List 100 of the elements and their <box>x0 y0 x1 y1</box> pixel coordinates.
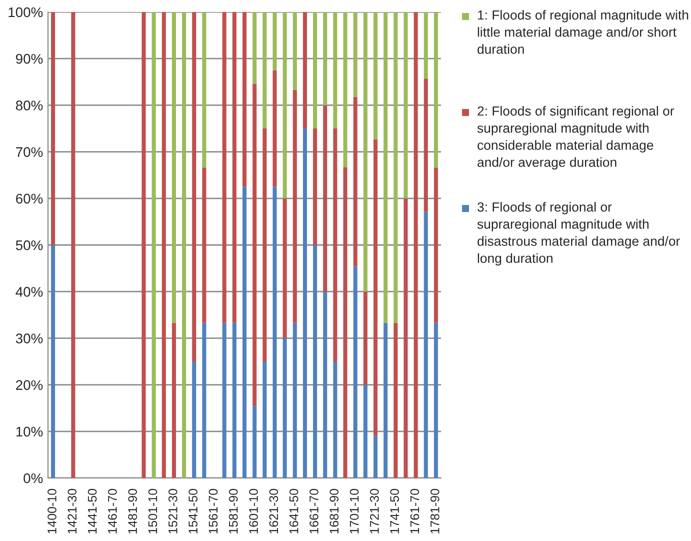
bar <box>353 12 358 97</box>
bar <box>434 168 438 323</box>
bar <box>232 12 236 323</box>
bar <box>384 322 388 478</box>
bar <box>363 292 368 385</box>
y-tick-label: 50% <box>16 240 43 250</box>
legend-label: 2: Floods of significant regional or supraregional magnitude with considerable material damage and/or average duration <box>477 106 674 170</box>
bar <box>51 12 56 245</box>
bar <box>262 362 267 478</box>
x-tick-label: 1681-90 <box>330 488 339 534</box>
x-tick-label: 1561-70 <box>208 488 218 534</box>
bar <box>272 70 277 187</box>
y-tick-label: 40% <box>16 286 43 297</box>
x-tick-label: 1441-50 <box>88 488 97 534</box>
bar <box>242 186 247 478</box>
x-tick-label: 1461-70 <box>108 488 117 534</box>
bar <box>424 212 428 478</box>
bar <box>404 198 408 478</box>
bar <box>182 12 186 478</box>
bar <box>262 12 267 128</box>
x-tick-label: 1641-50 <box>289 488 298 534</box>
bar <box>323 12 328 106</box>
bar <box>292 12 297 90</box>
bar <box>252 84 257 406</box>
bar <box>172 12 176 323</box>
bar <box>172 322 176 478</box>
bar <box>242 12 247 187</box>
bar <box>262 128 267 362</box>
bar <box>51 245 56 478</box>
x-tick-label: 1761-70 <box>410 488 420 534</box>
bar <box>394 322 398 478</box>
y-tick-label: 30% <box>16 334 43 344</box>
bar <box>202 12 206 168</box>
x-tick-label: 1541-50 <box>188 488 198 534</box>
bar <box>252 12 257 84</box>
x-tick-label: 1481-90 <box>128 488 138 534</box>
bar <box>282 338 287 478</box>
x-tick-label: 1701-10 <box>350 488 359 534</box>
y-tick-label: 80% <box>16 100 43 110</box>
bar <box>292 322 297 478</box>
y-tick-label: 0% <box>24 473 43 484</box>
bar <box>313 128 318 245</box>
y-tick-label: 70% <box>16 147 43 157</box>
y-tick-label: 100% <box>8 7 43 18</box>
bar <box>384 12 388 323</box>
bar <box>343 12 348 168</box>
y-tick-label: 20% <box>16 380 43 390</box>
bar <box>272 12 277 70</box>
bar <box>353 96 358 266</box>
legend-label: 1: Floods of regional magnitude with little material damage and/or short duration <box>478 10 688 54</box>
bar <box>202 322 206 478</box>
y-tick-label: 10% <box>16 426 43 437</box>
bar <box>353 266 358 478</box>
legend-label: 3: Floods of regional or supraregional magnitude with disastrous material damage and/or long duration <box>477 202 680 266</box>
x-tick-label: 1661-70 <box>310 488 318 534</box>
bar <box>323 292 328 478</box>
bar <box>434 12 438 168</box>
x-tick-label: 1421-30 <box>68 488 77 534</box>
bar <box>313 245 318 478</box>
x-tick-label: 1400-10 <box>48 488 56 534</box>
bar <box>302 12 307 128</box>
bar <box>434 322 438 478</box>
x-tick-label: 1501-10 <box>148 488 158 534</box>
bar <box>152 12 156 478</box>
bar <box>252 406 257 478</box>
x-tick-label: 1721-30 <box>370 488 379 534</box>
bar <box>282 198 287 338</box>
bar <box>424 78 428 212</box>
x-tick-label: 1781-90 <box>430 488 440 534</box>
bar <box>222 12 226 323</box>
bar <box>373 436 378 478</box>
bar <box>142 12 146 478</box>
bar <box>71 12 76 478</box>
bar <box>333 128 338 362</box>
bar <box>282 12 287 198</box>
bar <box>162 12 166 478</box>
bar <box>404 12 408 198</box>
x-tick-label: 1521-30 <box>168 488 178 534</box>
bar <box>313 12 318 128</box>
bar <box>323 105 328 292</box>
y-tick-label: 90% <box>16 54 43 64</box>
bar <box>424 12 428 79</box>
bar <box>394 12 398 323</box>
y-tick-label: 60% <box>16 194 43 204</box>
bar <box>222 322 226 478</box>
bar <box>272 186 277 478</box>
bar <box>232 322 236 478</box>
bar <box>333 362 338 478</box>
bar <box>363 384 368 478</box>
bar <box>192 12 196 362</box>
x-tick-label: 1621-30 <box>269 488 278 534</box>
bar <box>302 128 307 478</box>
bar <box>192 362 196 478</box>
x-tick-label: 1601-10 <box>249 488 258 534</box>
bar <box>202 168 206 323</box>
bar <box>414 12 418 478</box>
bar <box>373 139 378 436</box>
bar <box>343 167 348 478</box>
bar <box>373 12 378 140</box>
bar <box>292 90 297 323</box>
